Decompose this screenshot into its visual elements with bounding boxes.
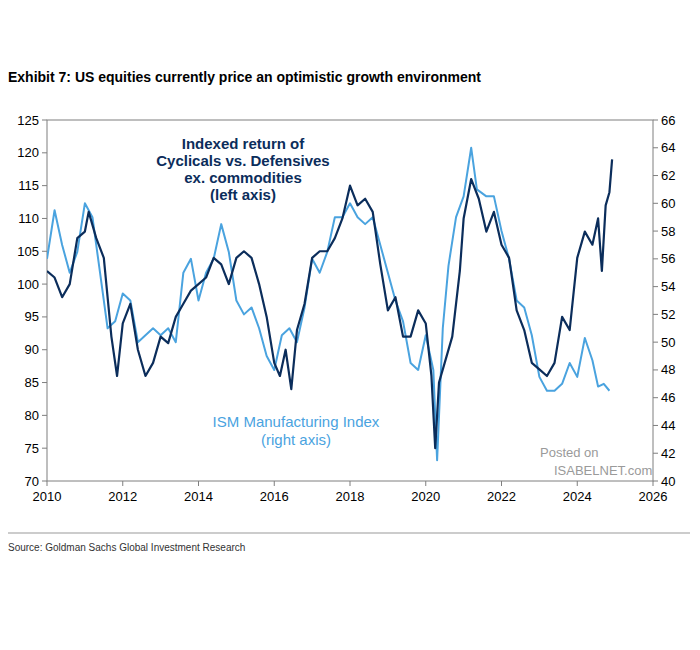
y-tick-label: 115 bbox=[18, 178, 39, 193]
y2-tick-label: 52 bbox=[661, 307, 675, 322]
y2-tick bbox=[653, 425, 658, 426]
x-tick bbox=[653, 481, 654, 486]
separator bbox=[8, 533, 690, 534]
x-tick bbox=[198, 481, 199, 486]
source: Source: Goldman Sachs Global Investment … bbox=[8, 542, 245, 553]
y-tick-label: 100 bbox=[17, 277, 39, 292]
y2-tick-label: 56 bbox=[661, 251, 675, 266]
watermark-line: Posted on bbox=[540, 445, 599, 460]
y-tick bbox=[42, 448, 47, 449]
watermark: Posted on ISABELNET.com bbox=[540, 445, 652, 478]
y2-tick bbox=[653, 342, 658, 343]
annotation-line: (right axis) bbox=[261, 431, 331, 448]
y2-tick bbox=[653, 481, 658, 482]
y-tick-label: 110 bbox=[18, 211, 39, 226]
annotation: ISM Manufacturing Index(right axis) bbox=[213, 413, 380, 448]
y2-tick bbox=[653, 453, 658, 454]
annotation-line: Indexed return of bbox=[182, 135, 306, 152]
y2-tick-label: 62 bbox=[661, 168, 675, 183]
x-tick bbox=[47, 481, 48, 486]
plot-area bbox=[47, 148, 612, 460]
y2-tick-label: 64 bbox=[661, 140, 675, 155]
x-tick bbox=[350, 481, 351, 486]
y2-tick-label: 66 bbox=[661, 113, 675, 128]
y-tick-label: 85 bbox=[25, 375, 39, 390]
y-tick bbox=[42, 152, 47, 153]
y2-tick bbox=[653, 175, 658, 176]
y2-tick bbox=[653, 397, 658, 398]
y-tick-label: 80 bbox=[25, 408, 39, 423]
y2-tick-label: 60 bbox=[661, 196, 675, 211]
x-tick-label: 2018 bbox=[336, 489, 365, 504]
annotation: Indexed return ofCyclicals vs. Defensive… bbox=[156, 135, 329, 203]
y-tick bbox=[42, 251, 47, 252]
x-tick-label: 2014 bbox=[184, 489, 213, 504]
y-tick-label: 120 bbox=[17, 145, 39, 160]
y-tick bbox=[42, 481, 47, 482]
y2-tick-label: 48 bbox=[661, 362, 675, 377]
x-tick-label: 2016 bbox=[260, 489, 289, 504]
annotation-line: ex. commodities bbox=[184, 169, 302, 186]
x-tick-label: 2024 bbox=[563, 489, 592, 504]
y2-tick bbox=[653, 369, 658, 370]
y2-tick bbox=[653, 286, 658, 287]
plot-frame bbox=[47, 120, 653, 481]
y-tick-label: 90 bbox=[25, 342, 39, 357]
y2-tick bbox=[653, 120, 658, 121]
series-line bbox=[47, 159, 612, 448]
y-tick-label: 70 bbox=[25, 474, 39, 489]
watermark-line: ISABELNET.com bbox=[554, 463, 652, 478]
x-tick-label: 2010 bbox=[33, 489, 62, 504]
x-tick-label: 2026 bbox=[639, 489, 668, 504]
y2-tick-label: 58 bbox=[661, 224, 675, 239]
y2-tick-label: 42 bbox=[661, 446, 675, 461]
x-tick-label: 2012 bbox=[108, 489, 137, 504]
title: Exhibit 7: US equities currently price a… bbox=[8, 69, 481, 85]
y2-tick bbox=[653, 258, 658, 259]
y-tick-label: 75 bbox=[25, 441, 39, 456]
x-tick bbox=[274, 481, 275, 486]
y2-tick-label: 40 bbox=[661, 474, 675, 489]
annotation-line: ISM Manufacturing Index bbox=[213, 413, 380, 430]
annotation-line: Cyclicals vs. Defensives bbox=[156, 152, 329, 169]
y2-tick bbox=[653, 147, 658, 148]
annotation-line: (left axis) bbox=[210, 186, 276, 203]
y2-tick-label: 46 bbox=[661, 390, 675, 405]
y-tick-label: 95 bbox=[25, 309, 39, 324]
x-tick-label: 2020 bbox=[411, 489, 440, 504]
y-tick bbox=[42, 316, 47, 317]
x-tick-label: 2022 bbox=[487, 489, 516, 504]
y-tick-label: 105 bbox=[17, 244, 39, 259]
y2-tick bbox=[653, 231, 658, 232]
y-tick-label: 125 bbox=[17, 113, 39, 128]
y2-tick-label: 54 bbox=[661, 279, 675, 294]
y-tick bbox=[42, 120, 47, 121]
y-tick bbox=[42, 284, 47, 285]
y2-tick bbox=[653, 314, 658, 315]
x-tick bbox=[425, 481, 426, 486]
y2-tick-label: 50 bbox=[661, 335, 675, 350]
y2-tick bbox=[653, 203, 658, 204]
y-tick bbox=[42, 218, 47, 219]
chart: Exhibit 7: US equities currently price a… bbox=[0, 0, 700, 650]
y2-tick-label: 44 bbox=[661, 418, 675, 433]
y-tick bbox=[42, 415, 47, 416]
x-tick bbox=[577, 481, 578, 486]
x-tick bbox=[501, 481, 502, 486]
y-tick bbox=[42, 349, 47, 350]
y-tick bbox=[42, 382, 47, 383]
x-tick bbox=[122, 481, 123, 486]
y-tick bbox=[42, 185, 47, 186]
